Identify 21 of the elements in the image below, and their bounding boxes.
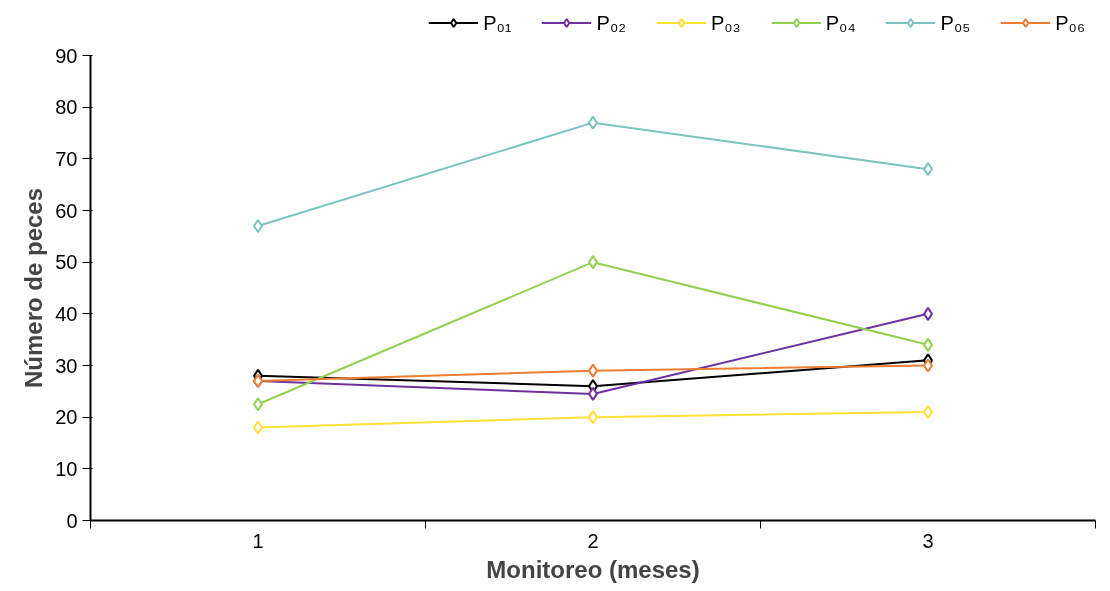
y-tick-label: 20 [55,406,78,429]
legend-label: P₀₃ [710,11,741,34]
y-tick-label: 70 [55,147,78,170]
y-tick-label: 50 [55,251,78,274]
legend-label: P₀₁ [483,11,512,34]
legend-label: P₀₆ [1055,11,1085,34]
x-axis-title: Monitoreo (meses) [486,555,700,583]
legend-label: P₀₅ [940,11,971,34]
y-tick-label: 60 [55,199,78,222]
legend-label: P₀₄ [825,11,856,34]
x-tick-label: 1 [252,529,264,552]
y-axis-title: Número de peces [20,187,48,389]
y-tick-label: 40 [55,302,78,325]
x-tick-label: 2 [587,529,599,552]
y-tick-label: 10 [55,457,78,480]
y-tick-label: 0 [66,509,78,532]
legend-label: P₀₂ [596,11,626,34]
y-tick-label: 90 [55,44,78,67]
y-tick-label: 30 [55,354,78,377]
y-tick-label: 80 [55,96,78,119]
x-tick-label: 3 [922,529,934,552]
